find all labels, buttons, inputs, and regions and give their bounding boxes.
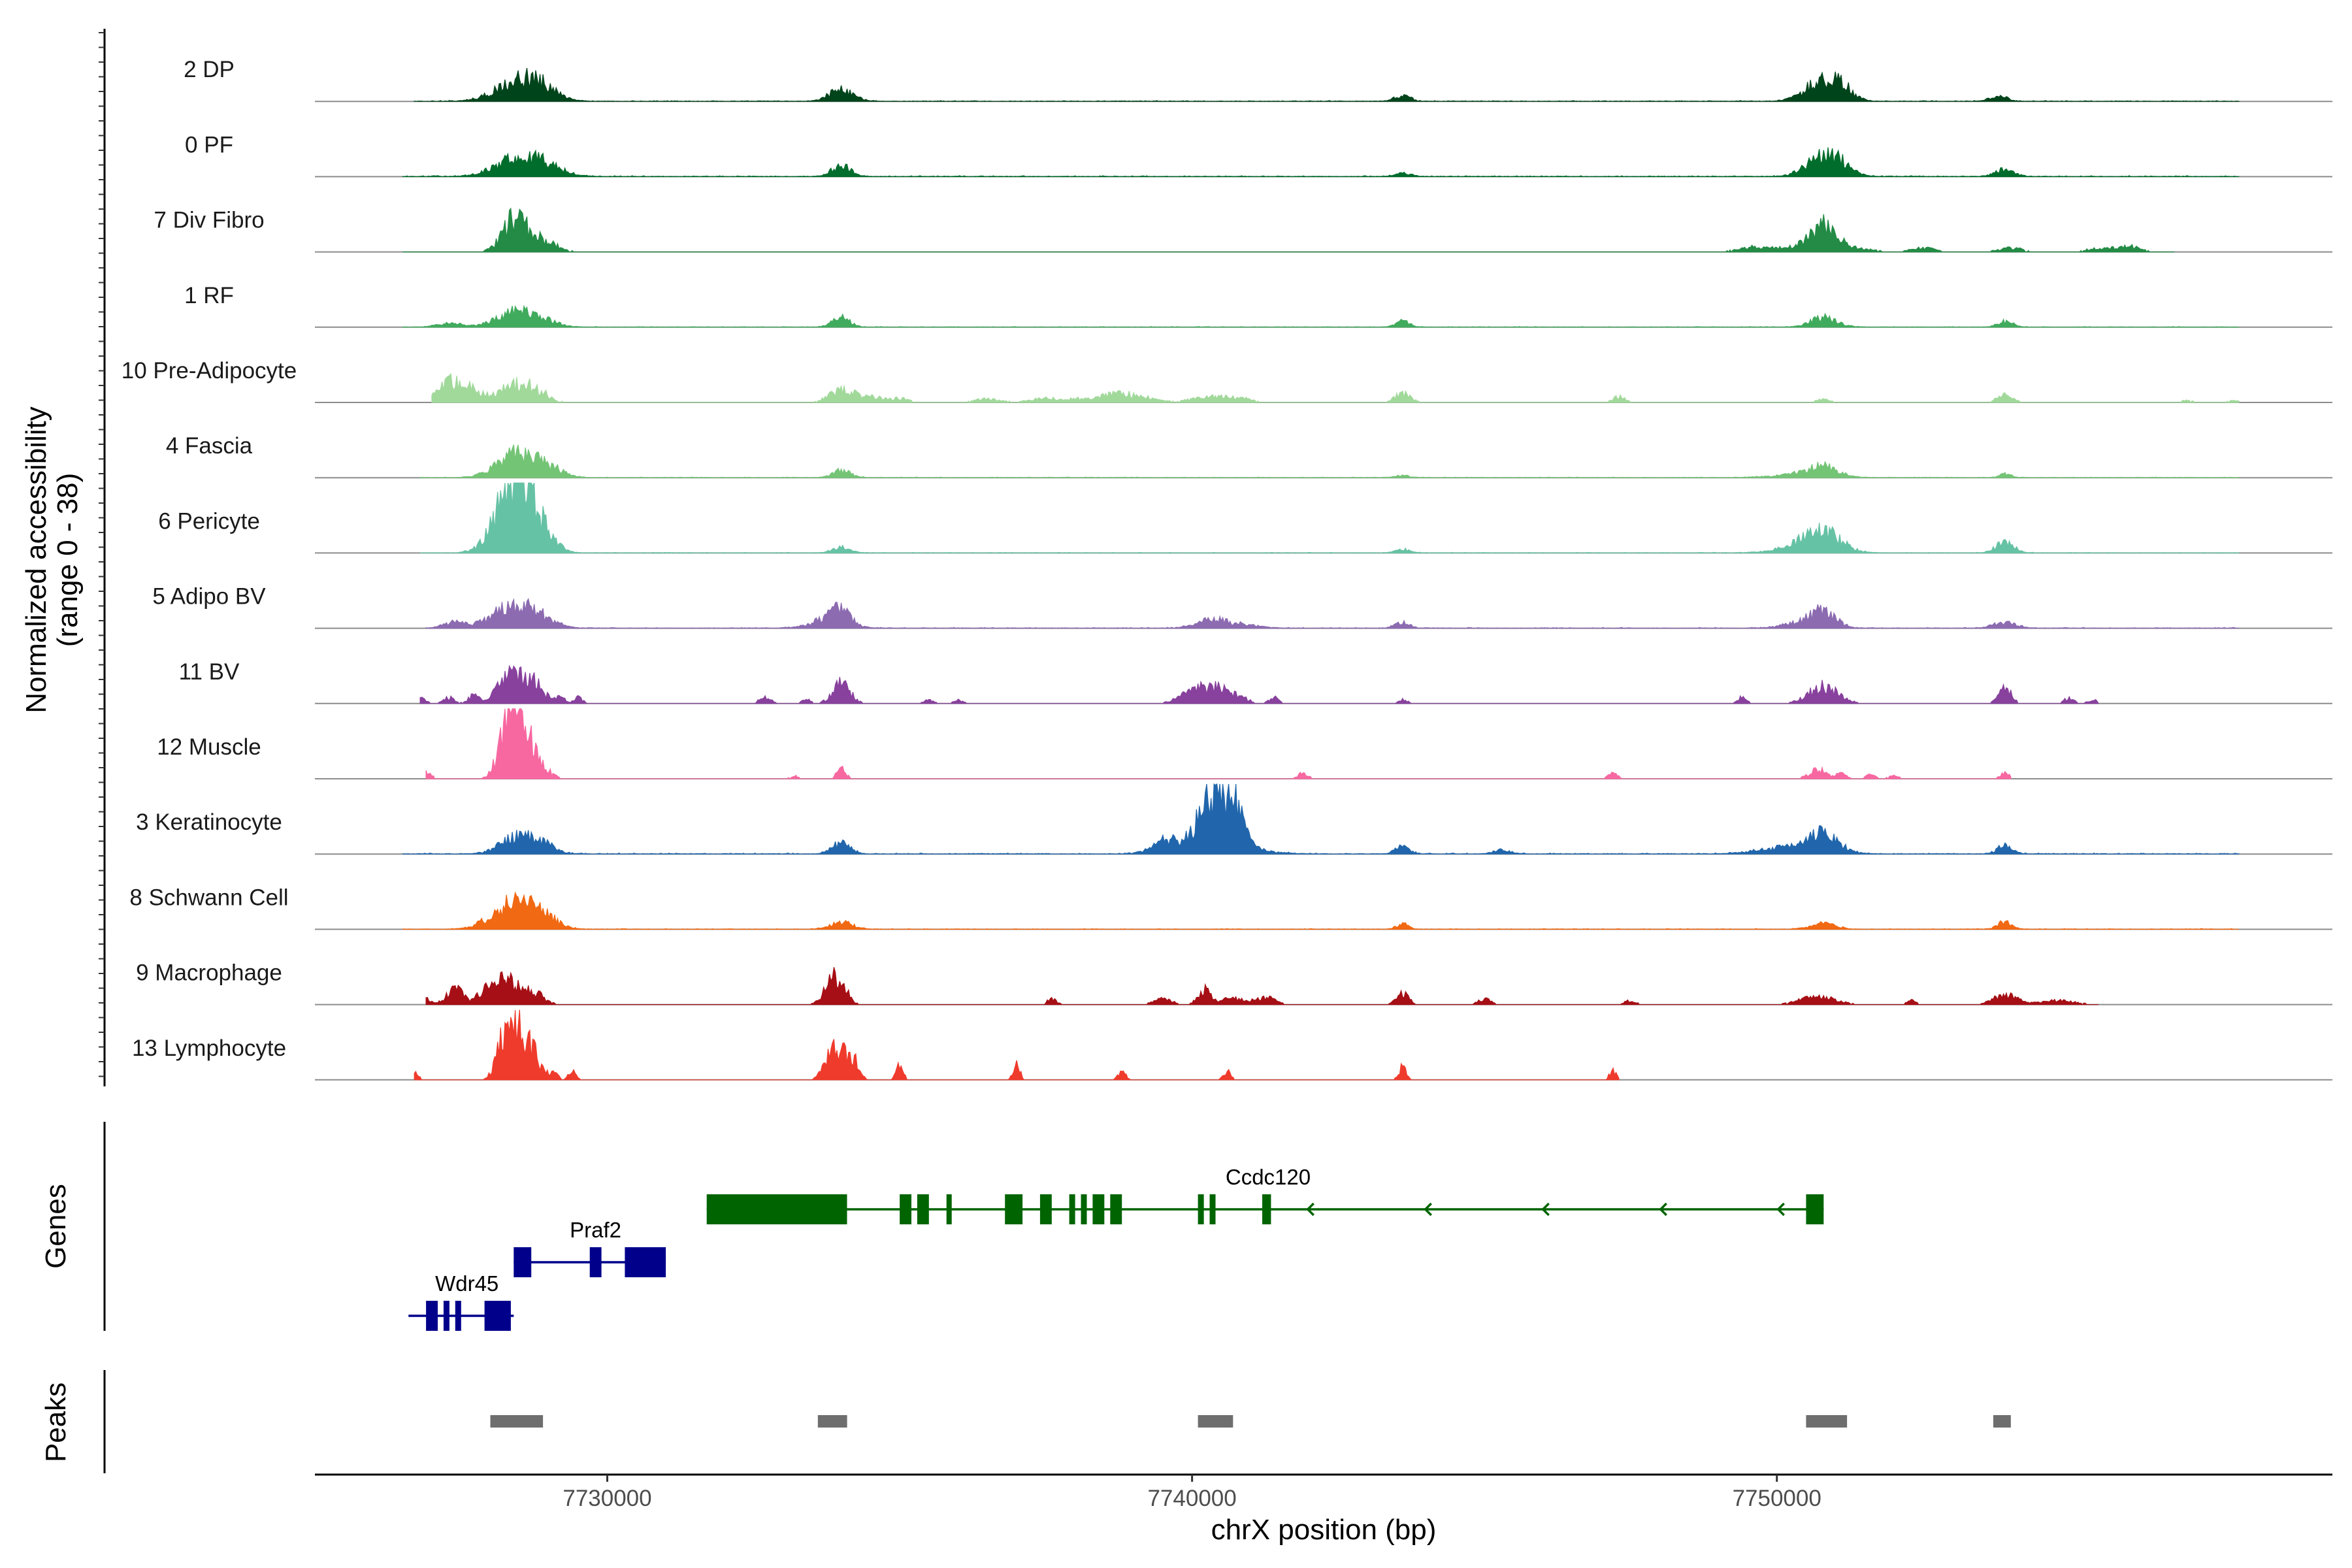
track-label: 3 Keratinocyte — [136, 809, 282, 835]
gene-exon — [1081, 1194, 1087, 1224]
y-axis-title: Normalized accessibility — [20, 406, 52, 713]
coverage-area — [402, 891, 2239, 930]
coverage-area — [402, 783, 2240, 855]
track-label: 10 Pre-Adipocyte — [122, 358, 297, 384]
gene-exon — [514, 1247, 532, 1277]
gene-wdr45: Wdr45 — [408, 1271, 514, 1331]
coverage-area — [414, 67, 2240, 102]
gene-exon — [1039, 1194, 1052, 1224]
peaks-panel-title: Peaks — [40, 1382, 72, 1462]
gene-exon — [1110, 1194, 1122, 1224]
track-4-fascia: 4 Fascia — [166, 433, 2332, 479]
peak-region — [490, 1415, 544, 1428]
track-label: 12 Muscle — [157, 734, 261, 760]
coverage-area — [425, 967, 2099, 1005]
coverage-area — [425, 598, 2240, 629]
strand-arrow — [1659, 1202, 1667, 1217]
coverage-area — [402, 304, 2240, 328]
track-label: 8 Schwann Cell — [129, 885, 288, 910]
track-label: 11 BV — [179, 659, 240, 685]
track-label: 6 Pericyte — [158, 508, 260, 534]
x-tick-label: 7730000 — [563, 1486, 651, 1511]
peak-region — [1198, 1415, 1233, 1428]
track-6-pericyte: 6 Pericyte — [158, 482, 2332, 554]
gene-ccdc120: Ccdc120 — [706, 1165, 1824, 1224]
track-13-lymphocyte: 13 Lymphocyte — [132, 1009, 2332, 1081]
track-label: 0 PF — [185, 132, 233, 157]
peaks-panel — [103, 1370, 2011, 1473]
track-1-rf: 1 RF — [184, 283, 2332, 328]
gene-label: Ccdc120 — [1226, 1165, 1311, 1189]
peak-region — [1806, 1415, 1848, 1428]
gene-label: Wdr45 — [435, 1271, 498, 1296]
coverage-area — [425, 708, 2012, 779]
peak-region — [1993, 1415, 2011, 1428]
gene-exon — [917, 1194, 929, 1224]
peak-region — [817, 1415, 847, 1428]
gene-label: Praf2 — [570, 1218, 621, 1242]
track-5-adipo-bv: 5 Adipo BV — [152, 584, 2332, 629]
track-label: 1 RF — [184, 283, 234, 308]
track-2-dp: 2 DP — [184, 57, 2332, 103]
genes-panel: Ccdc120 Praf2 Wdr45 — [103, 1122, 1824, 1331]
track-label: 2 DP — [184, 57, 235, 82]
gene-exon — [1005, 1194, 1023, 1224]
strand-arrow — [1424, 1202, 1432, 1217]
gene-exon — [455, 1301, 461, 1331]
gene-exon — [1806, 1194, 1824, 1224]
y-axis-range: (range 0 - 38) — [52, 473, 84, 647]
track-11-bv: 11 BV — [179, 659, 2332, 704]
track-12-muscle: 12 Muscle — [157, 708, 2332, 779]
gene-praf2: Praf2 — [514, 1218, 666, 1277]
gene-exon — [443, 1301, 449, 1331]
track-0-pf: 0 PF — [185, 132, 2332, 178]
coverage-area — [414, 1009, 1620, 1081]
track-label: 7 Div Fibro — [154, 208, 264, 233]
gene-exon — [625, 1247, 666, 1277]
genes-panel-title: Genes — [40, 1184, 72, 1269]
x-axis: 7730000 7740000 7750000 — [315, 1473, 2332, 1511]
strand-arrow — [1776, 1202, 1785, 1217]
gene-exon — [1092, 1194, 1105, 1224]
coverage-tracks: 2 DP 0 PF 7 Div Fibro 1 RF 10 Pre-Adipocyte 4… — [122, 57, 2332, 1081]
gene-exon — [900, 1194, 911, 1224]
gene-exon — [589, 1247, 602, 1277]
coverage-area — [419, 444, 2240, 478]
coverage-area — [402, 147, 2240, 178]
track-10-pre-adipocyte: 10 Pre-Adipocyte — [122, 358, 2332, 403]
track-7-div-fibro: 7 Div Fibro — [154, 207, 2332, 253]
track-label: 5 Adipo BV — [152, 584, 266, 610]
gene-exon — [946, 1194, 952, 1224]
coverage-area — [431, 372, 2240, 403]
strand-arrow — [1306, 1202, 1315, 1217]
gene-exon — [706, 1194, 847, 1224]
gene-exon — [1209, 1194, 1216, 1224]
coverage-area — [419, 482, 2240, 554]
gene-exon — [426, 1301, 438, 1331]
track-9-macrophage: 9 Macrophage — [136, 960, 2332, 1005]
track-label: 4 Fascia — [166, 433, 253, 459]
y-axis — [99, 29, 106, 1086]
x-tick-label: 7750000 — [1733, 1486, 1821, 1511]
track-8-schwann-cell: 8 Schwann Cell — [129, 885, 2332, 930]
gene-exon — [1262, 1194, 1271, 1224]
strand-arrow — [1541, 1202, 1550, 1217]
x-tick-label: 7740000 — [1147, 1486, 1236, 1511]
gene-exon — [1069, 1194, 1075, 1224]
coverage-area — [402, 207, 2175, 253]
x-axis-title: chrX position (bp) — [1211, 1514, 1437, 1546]
track-label: 13 Lymphocyte — [132, 1036, 286, 1061]
gene-exon — [484, 1301, 511, 1331]
gene-exon — [1198, 1194, 1204, 1224]
track-label: 9 Macrophage — [136, 960, 282, 986]
track-3-keratinocyte: 3 Keratinocyte — [136, 783, 2332, 855]
coverage-area — [419, 664, 2100, 704]
